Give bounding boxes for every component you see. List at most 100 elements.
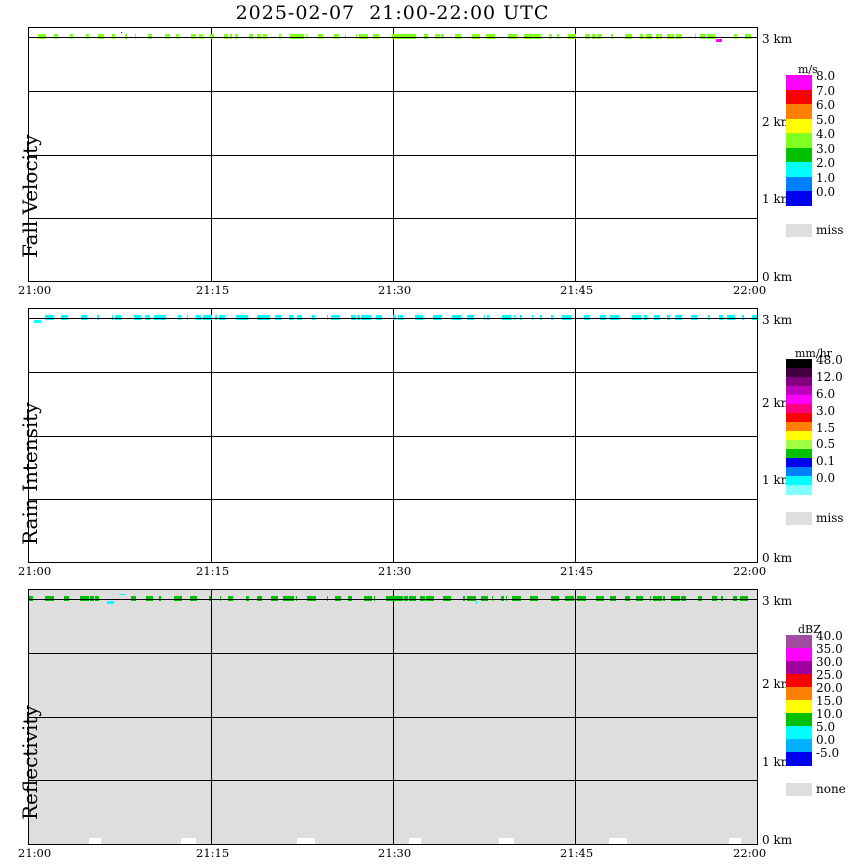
colorbar-missing-swatch (786, 223, 812, 237)
data-cell (230, 34, 232, 39)
data-cell (361, 315, 366, 320)
data-cell (121, 32, 122, 33)
data-cell (486, 34, 489, 39)
data-cell (357, 315, 360, 320)
data-cell (708, 315, 710, 320)
data-cell (70, 34, 73, 39)
data-cell (257, 315, 265, 320)
data-cell (348, 596, 352, 601)
data-cell (159, 596, 161, 601)
data-cell (654, 315, 660, 320)
data-cell (424, 34, 428, 39)
colorbar-tick-label: 8.0 (816, 69, 836, 83)
data-cell (443, 596, 451, 601)
data-cell (676, 34, 682, 39)
data-cell (481, 596, 488, 601)
colorbar-swatch (786, 176, 812, 192)
colorbar-tick-label: 35.0 (816, 642, 843, 656)
colorbar-swatch (786, 713, 812, 727)
xtick-label: 22:00 (733, 846, 767, 860)
data-cell (135, 34, 136, 39)
colorbar-swatch (786, 359, 812, 369)
data-cell (455, 34, 461, 39)
colorbar-swatch (786, 133, 812, 149)
data-cell (38, 34, 39, 39)
ytick-label: 3 km (762, 594, 793, 608)
data-cell (39, 34, 46, 39)
data-cell (98, 34, 104, 39)
gridline (393, 28, 394, 281)
colorbar-swatch (786, 687, 812, 701)
data-cell (514, 315, 515, 320)
colorbar-tick-label: 25.0 (816, 668, 843, 682)
ytick-label: 0 km (762, 551, 793, 565)
colorbar-unit-rain-intensity: mm/hr (795, 347, 832, 360)
data-cell (271, 596, 278, 601)
data-cell (265, 315, 270, 320)
xtick-label: 21:45 (560, 564, 594, 578)
panel-reflectivity (28, 589, 758, 845)
data-cell (90, 596, 94, 601)
data-cell (476, 601, 477, 604)
data-cell (501, 596, 504, 601)
data-cell (551, 315, 553, 320)
colorbar-missing-swatch (786, 512, 812, 525)
data-cell (727, 315, 734, 320)
data-cell (356, 34, 357, 39)
data-cell (472, 34, 477, 39)
data-cell (125, 34, 127, 39)
data-cell (275, 315, 281, 320)
data-cell (386, 596, 395, 601)
data-cell (557, 34, 559, 39)
ytick-label: 2 km (762, 396, 793, 410)
data-cell (80, 596, 89, 601)
data-cell (716, 39, 722, 42)
colorbar-tick-label: 12.0 (816, 369, 843, 384)
data-cell (467, 315, 474, 320)
data-cell (585, 34, 590, 39)
gridline (575, 28, 576, 281)
colorbar-swatch (786, 147, 812, 163)
missing-data-notch (181, 838, 196, 844)
data-cell (331, 315, 340, 320)
colorbar-tick-label: 1.5 (816, 420, 836, 435)
missing-data-notch (89, 838, 101, 844)
data-cell (415, 315, 423, 320)
data-cell (698, 596, 702, 601)
data-cell (599, 596, 604, 601)
data-cell (400, 315, 403, 320)
data-cell (612, 596, 616, 601)
colorbar-swatch (786, 476, 812, 486)
colorbar-tick-label: 5.0 (816, 720, 836, 734)
colorbar-swatch (786, 386, 812, 396)
data-cell (597, 34, 602, 39)
data-cell (228, 596, 233, 601)
colorbar-tick-label: 48.0 (816, 353, 843, 367)
data-cell (327, 596, 328, 601)
data-cell (700, 34, 706, 39)
gridline (211, 590, 212, 844)
data-cell (190, 596, 197, 601)
data-cell (719, 315, 723, 320)
data-cell (115, 315, 121, 320)
data-cell (196, 315, 201, 320)
colorbar-tick-label: 5.0 (816, 112, 836, 127)
data-cell (351, 315, 356, 320)
xtick-label: 22:00 (733, 283, 767, 297)
colorbar-tick-label: 2.0 (816, 156, 836, 170)
data-cell (435, 34, 440, 39)
colorbar-tick-label: 0.0 (816, 733, 836, 747)
data-cell (596, 596, 599, 601)
colorbar-swatch (786, 739, 812, 753)
panel-fall-velocity (28, 27, 758, 282)
data-cell (734, 315, 735, 320)
data-cell (667, 34, 671, 39)
data-cell (532, 315, 533, 320)
colorbar-tick-label: 0.5 (816, 437, 836, 452)
data-cell (636, 596, 643, 601)
colorbar-swatch (786, 75, 812, 91)
data-cell (131, 596, 136, 601)
data-cell (297, 315, 302, 320)
data-cell (492, 596, 493, 601)
colorbar-swatch (786, 395, 812, 405)
